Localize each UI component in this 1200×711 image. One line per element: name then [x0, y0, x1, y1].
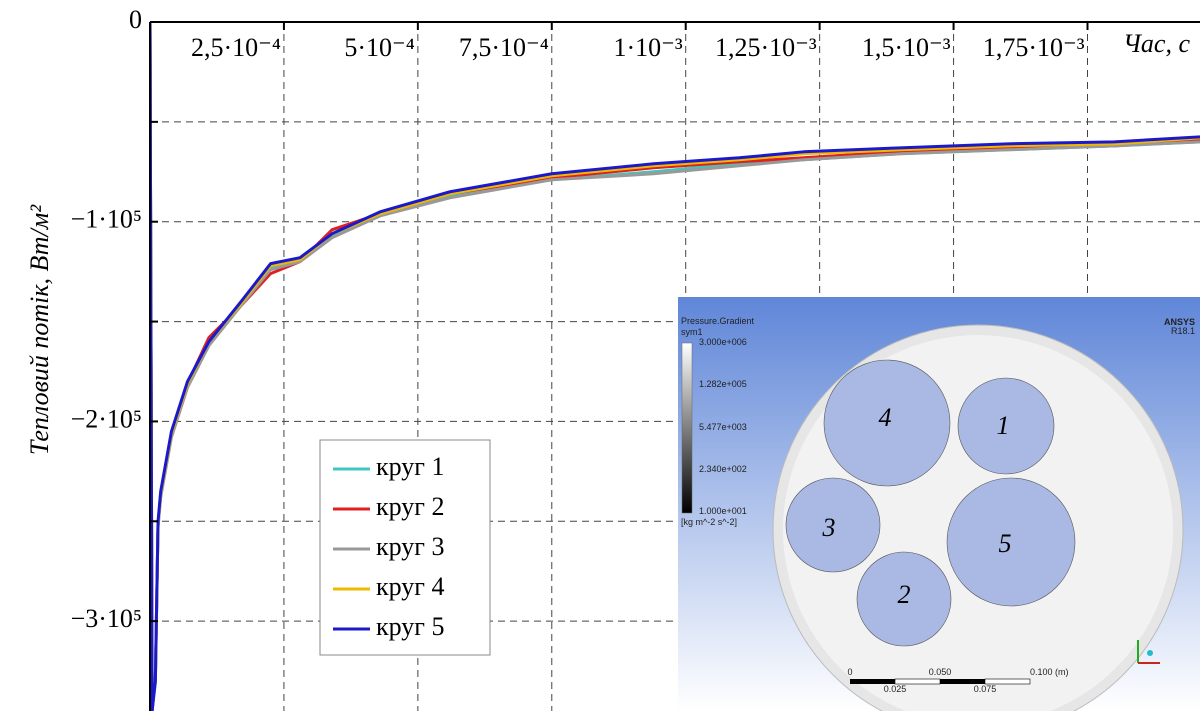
circle-1	[957, 377, 1055, 475]
y-tick-label: 0	[129, 5, 142, 34]
inset-title: Pressure.Gradient	[681, 316, 755, 326]
x-tick-label: 1,75·10⁻³	[983, 33, 1085, 62]
x-tick-label: 5·10⁻⁴	[344, 33, 414, 62]
colorbar-label: 1.000e+001	[699, 506, 747, 516]
scale-bar	[940, 679, 985, 684]
legend: круг 1 круг 2 круг 3 круг 4 круг 5	[319, 439, 491, 656]
scale-label: 0.075	[974, 684, 997, 694]
brand: ANSYS	[1164, 317, 1195, 327]
inset-subtitle: sym1	[681, 327, 703, 337]
circle-label: 5	[999, 529, 1012, 558]
circle-4	[823, 359, 951, 487]
circle-3	[785, 477, 881, 573]
scale-label: 0.025	[884, 684, 907, 694]
circle-label: 4	[879, 403, 892, 432]
scale-bar	[850, 679, 895, 684]
circle-label: 1	[997, 411, 1010, 440]
legend-label: круг 3	[376, 532, 444, 561]
y-tick-label: −1·10⁵	[71, 205, 142, 234]
legend-label: круг 2	[376, 492, 444, 521]
circle-label: 3	[822, 513, 836, 542]
colorbar-unit: [kg m^-2 s^-2]	[681, 517, 737, 527]
scale-label: 0.100 (m)	[1030, 667, 1069, 677]
y-tick-label: −3·10⁵	[71, 604, 142, 633]
x-tick-label: 1·10⁻³	[614, 33, 683, 62]
series-line	[150, 21, 1200, 711]
x-tick-label: 1,25·10⁻³	[715, 33, 817, 62]
x-tick-label: 2,5·10⁻⁴	[191, 33, 281, 62]
plot-area	[150, 21, 1200, 711]
y-tick-label: −2·10⁵	[71, 404, 142, 433]
legend-label: круг 5	[376, 612, 444, 641]
circle-5	[946, 477, 1076, 607]
x-tick-label: 7,5·10⁻⁴	[459, 33, 549, 62]
triad	[1147, 650, 1153, 656]
y-axis-title: Тепловий потік, Вт/м²	[25, 204, 54, 455]
colorbar	[681, 342, 693, 514]
inset-image: 4 1 3 5 2 Pressure.Gradient sym1 3.000e+…	[678, 297, 1200, 711]
circle-2	[856, 551, 952, 647]
x-tick-label: 1,5·10⁻³	[862, 33, 951, 62]
scale-bar	[984, 678, 1031, 685]
scale-label: 0.050	[929, 667, 952, 677]
colorbar-label: 3.000e+006	[699, 337, 747, 347]
scale-label: 0	[847, 667, 852, 677]
colorbar-label: 5.477e+003	[699, 422, 747, 432]
x-axis-title: Час, с	[1123, 29, 1190, 58]
colorbar-label: 2.340e+002	[699, 464, 747, 474]
legend-label: круг 1	[376, 452, 444, 481]
circle-label: 2	[898, 580, 911, 609]
colorbar-label: 1.282e+005	[699, 379, 747, 389]
version: R18.1	[1171, 326, 1195, 336]
legend-label: круг 4	[376, 572, 444, 601]
